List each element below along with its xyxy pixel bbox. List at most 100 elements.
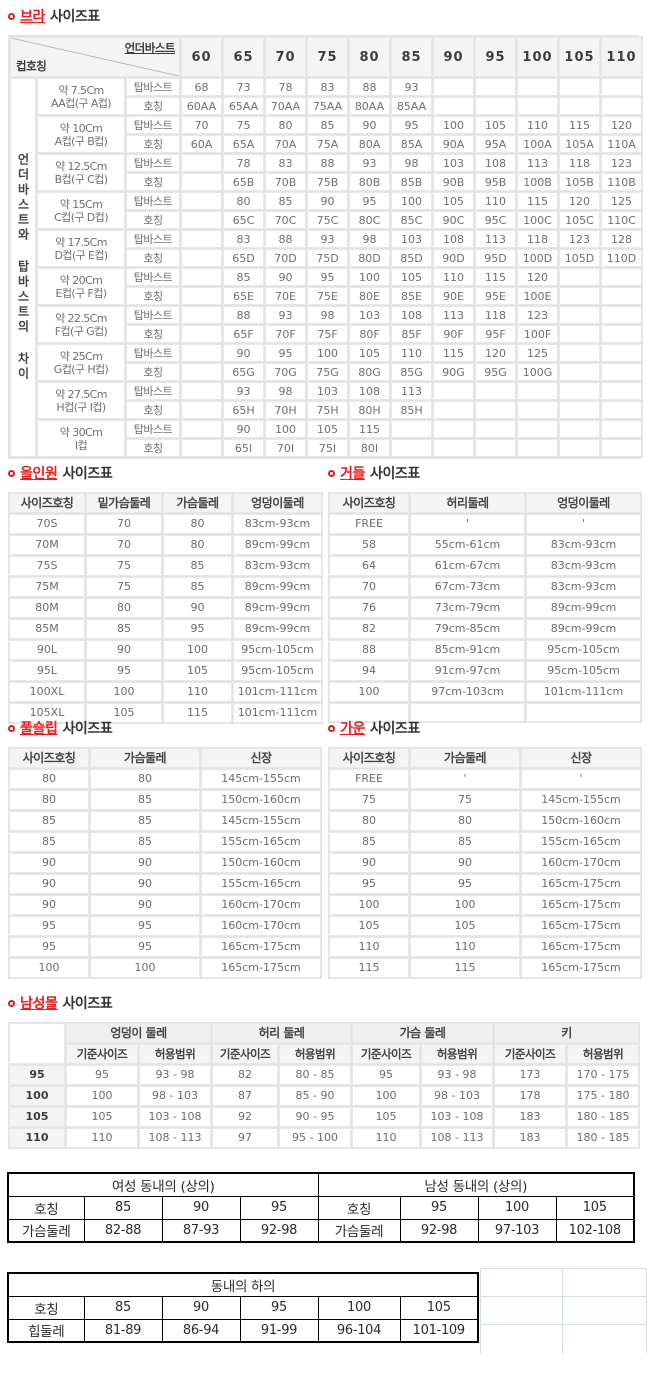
bra-size-table: 언더바스트 컵호칭 60 65 70 75 80 85 90 95 100 105 110 언더바스트와 … (9, 36, 643, 458)
bra-cup-diff: 약 20Cm (59, 273, 103, 287)
bottoms-size-label: 호칭 (7, 1295, 85, 1320)
bra-cup-name-cell: 약 12.5Cm B컵(구 C컵) (37, 154, 125, 191)
bra-topbust-cell (559, 344, 600, 362)
bra-name-cell: 75B (307, 173, 348, 191)
bra-name-cell: 65G (223, 363, 264, 381)
bra-name-cell: 80H (349, 401, 390, 419)
gown-cell: 95 (410, 874, 520, 894)
bottoms-size-value: 105 (399, 1295, 479, 1320)
men-size-label-cell: 95 (9, 1065, 65, 1085)
bra-name-cell (517, 401, 558, 419)
bra-name-cell: 80B (349, 173, 390, 191)
allinone-section-heading: 올인원 사이즈표 (8, 463, 318, 483)
fullslip-cell: 95 (90, 916, 200, 936)
bra-topbust-cell: 118 (475, 306, 516, 324)
bra-name-cell (601, 439, 642, 457)
bra-name-cell (559, 97, 600, 115)
gown-cell: 105 (329, 916, 409, 936)
bra-name-cell: 90E (433, 287, 474, 305)
bra-topbust-cell: 95 (391, 116, 432, 134)
bra-name-cell: 70I (265, 439, 306, 457)
bra-name-cell: 65A (223, 135, 264, 153)
bra-rowtype-topbust: 탑바스트 (126, 230, 180, 248)
table-row: 100 97cm-103cm 101cm-111cm (329, 682, 641, 702)
bra-topbust-cell: 120 (517, 268, 558, 286)
thermal-tops-size-row: 호칭 85 90 95 호칭 95 100 105 (7, 1195, 635, 1220)
women-measure-value: 92-98 (239, 1218, 319, 1243)
bra-name-cell: 95B (475, 173, 516, 191)
spreadsheet-gridlines (480, 1268, 647, 1354)
bra-cup-diff: 약 27.5Cm (55, 387, 107, 401)
thermal-bottoms-title: 동내의 하의 (7, 1272, 479, 1297)
fullslip-heading-rest: 사이즈표 (62, 721, 113, 737)
women-size-label: 호칭 (7, 1195, 85, 1220)
allinone-cell: 80 (86, 598, 162, 618)
bra-topbust-cell: 115 (559, 116, 600, 134)
men-value-cell: 92 (212, 1107, 279, 1127)
table-sub-header-row: 기준사이즈 허용범위 기준사이즈 허용범위 기준사이즈 허용범위 기준사이즈 허용범위 (9, 1044, 640, 1064)
bra-topbust-cell (181, 268, 222, 286)
men-value-cell: 85 - 90 (279, 1086, 352, 1106)
bra-topbust-cell: 103 (349, 306, 390, 324)
bra-cup-name-cell: 약 20Cm E컵(구 F컵) (37, 268, 125, 305)
bra-topbust-cell: 115 (475, 268, 516, 286)
fullslip-cell: 85 (90, 790, 200, 810)
bra-topbust-cell: 115 (517, 192, 558, 210)
bra-name-cell: 100B (517, 173, 558, 191)
bra-table-wrapper: 언더바스트 컵호칭 60 65 70 75 80 85 90 95 100 105 110 언더바스트와 … (8, 35, 643, 459)
bra-topbust-cell: 123 (601, 154, 642, 172)
allinone-cell: 105XL (9, 703, 85, 723)
underbust-header-cell: 85 (391, 37, 432, 77)
bra-name-cell: 70H (265, 401, 306, 419)
bra-table-row: 호칭 65H 70H 75H 80H 85H (10, 401, 642, 419)
girdle-cell (410, 703, 525, 722)
bra-rowtype-name: 호칭 (126, 287, 180, 305)
gown-section: 가운 사이즈표 사이즈호칭 가슴둘레 신장 FREE ' ' 75 75 145cm-155c… (328, 718, 642, 979)
men-size-value: 100 (477, 1195, 557, 1220)
gown-header-cell: 신장 (521, 748, 641, 768)
bra-topbust-cell: 88 (265, 230, 306, 248)
bra-topbust-cell: 85 (307, 116, 348, 134)
bra-cup-label: D컵(구 E컵) (54, 248, 108, 262)
men-table-row: 110 110 108 - 113 97 95 - 100 110 108 - 113 183… (9, 1128, 640, 1148)
bra-name-cell: 90C (433, 211, 474, 229)
grid-line-vertical (562, 1268, 563, 1354)
table-row: 115 115 165cm-175cm (329, 958, 641, 978)
underbust-header-cell: 100 (517, 37, 558, 77)
gown-cell: 110 (410, 937, 520, 957)
bra-topbust-cell: 85 (223, 268, 264, 286)
bra-name-cell (181, 363, 222, 381)
bra-rowtype-topbust: 탑바스트 (126, 116, 180, 134)
bra-name-cell (601, 97, 642, 115)
table-header-row: 사이즈호칭 가슴둘레 신장 (329, 748, 641, 768)
table-row: 105XL 105 115 101cm-111cm (9, 703, 322, 723)
bra-topbust-cell (601, 268, 642, 286)
bra-table-row: 호칭 60A 65A 70A 75A 80A 85A 90A 95A 100A 105A 110A (10, 135, 642, 153)
men-thermal-top-title: 남성 동내의 (상의) (317, 1172, 635, 1197)
bra-name-cell: 75I (307, 439, 348, 457)
bra-topbust-cell: 115 (349, 420, 390, 438)
men-group-header-cell: 가슴 둘레 (352, 1023, 494, 1043)
bra-topbust-cell: 110 (391, 344, 432, 362)
bra-name-cell: 75E (307, 287, 348, 305)
bra-topbust-cell: 123 (559, 230, 600, 248)
bra-topbust-cell: 123 (517, 306, 558, 324)
bra-name-cell: 80D (349, 249, 390, 267)
girdle-cell (526, 703, 641, 722)
bra-topbust-cell: 100 (265, 420, 306, 438)
bra-cup-label: A컵(구 B컵) (54, 134, 108, 148)
bra-topbust-cell (559, 420, 600, 438)
gown-cell: 165cm-175cm (521, 937, 641, 957)
thermal-tops-measure-row: 가슴둘레 82-88 87-93 92-98 가슴둘레 92-98 97-103 102-10… (7, 1218, 635, 1243)
men-value-cell: 183 (494, 1128, 567, 1148)
men-value-cell: 90 - 95 (279, 1107, 352, 1127)
allinone-size-table: 사이즈호칭 밑가슴둘레 가슴둘레 엉덩이둘레 70S 70 80 83cm-93cm 70M 7… (8, 492, 323, 724)
bra-topbust-cell (181, 420, 222, 438)
thermal-bottoms-size-row: 호칭 85 90 95 100 105 (7, 1295, 479, 1320)
allinone-cell: 70M (9, 535, 85, 555)
girdle-cell: 89cm-99cm (526, 598, 641, 618)
bra-name-cell: 75C (307, 211, 348, 229)
bra-name-cell: 80I (349, 439, 390, 457)
bra-name-cell: 90A (433, 135, 474, 153)
bra-name-cell: 95F (475, 325, 516, 343)
